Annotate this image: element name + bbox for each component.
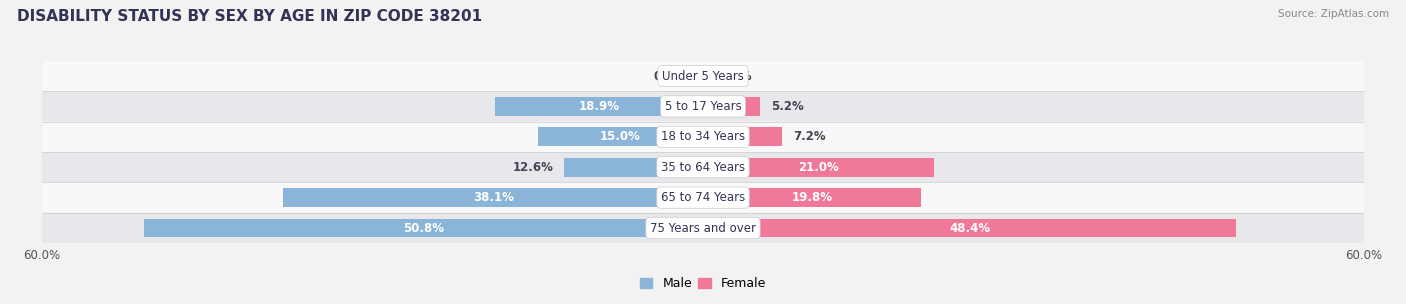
Bar <box>537 127 703 146</box>
Text: 19.8%: 19.8% <box>792 191 832 204</box>
Bar <box>703 188 921 207</box>
Text: 18.9%: 18.9% <box>578 100 620 113</box>
FancyBboxPatch shape <box>42 213 1364 243</box>
FancyBboxPatch shape <box>42 122 1364 152</box>
Bar <box>703 219 1236 237</box>
Bar <box>703 127 782 146</box>
FancyBboxPatch shape <box>42 91 1364 122</box>
Bar <box>564 158 703 177</box>
Text: 18 to 34 Years: 18 to 34 Years <box>661 130 745 143</box>
Text: 15.0%: 15.0% <box>600 130 641 143</box>
FancyBboxPatch shape <box>42 61 1364 91</box>
Text: 7.2%: 7.2% <box>793 130 825 143</box>
FancyBboxPatch shape <box>42 182 1364 213</box>
Text: 21.0%: 21.0% <box>799 161 839 174</box>
Text: 65 to 74 Years: 65 to 74 Years <box>661 191 745 204</box>
Text: 75 Years and over: 75 Years and over <box>650 222 756 234</box>
Text: 0.0%: 0.0% <box>720 70 752 82</box>
Text: Under 5 Years: Under 5 Years <box>662 70 744 82</box>
Text: 35 to 64 Years: 35 to 64 Years <box>661 161 745 174</box>
Bar <box>703 158 934 177</box>
Legend: Male, Female: Male, Female <box>636 272 770 295</box>
Bar <box>495 97 703 116</box>
Bar <box>143 219 703 237</box>
Text: 50.8%: 50.8% <box>402 222 444 234</box>
Text: 38.1%: 38.1% <box>472 191 513 204</box>
Text: 0.0%: 0.0% <box>654 70 686 82</box>
Text: 48.4%: 48.4% <box>949 222 990 234</box>
Text: Source: ZipAtlas.com: Source: ZipAtlas.com <box>1278 9 1389 19</box>
Bar <box>703 97 761 116</box>
Text: 5 to 17 Years: 5 to 17 Years <box>665 100 741 113</box>
Text: 5.2%: 5.2% <box>772 100 804 113</box>
FancyBboxPatch shape <box>42 152 1364 182</box>
Text: DISABILITY STATUS BY SEX BY AGE IN ZIP CODE 38201: DISABILITY STATUS BY SEX BY AGE IN ZIP C… <box>17 9 482 24</box>
Bar <box>284 188 703 207</box>
Text: 12.6%: 12.6% <box>512 161 553 174</box>
